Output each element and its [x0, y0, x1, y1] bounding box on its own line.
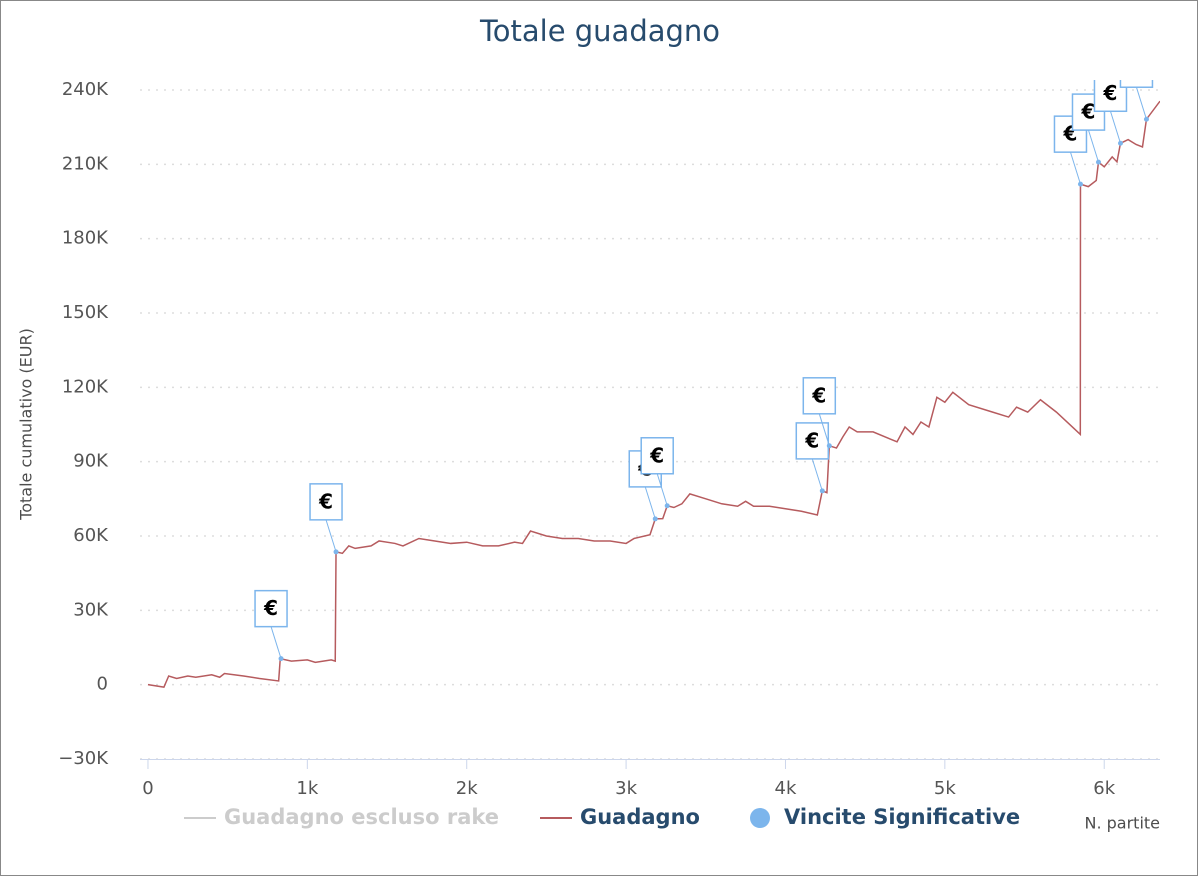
x-tick-label: 0 [142, 778, 153, 799]
flag-box [1119, 80, 1154, 88]
flag-box [795, 422, 830, 460]
flag-stem [656, 473, 668, 506]
win-point [1117, 140, 1123, 146]
win-point [1143, 116, 1149, 122]
win-point [1077, 181, 1083, 187]
chart-title: Totale guadagno [479, 14, 720, 48]
win-point [819, 488, 825, 494]
legend-swatch [750, 808, 770, 828]
flag-box [802, 377, 837, 415]
flag-label: € [1128, 57, 1143, 81]
flag-stem [644, 486, 656, 520]
y-axis-title: Totale cumulativo (EUR) [17, 328, 36, 521]
y-tick-label: 180K [62, 228, 109, 249]
y-tick-label: 0 [97, 674, 108, 695]
line-series [147, 100, 1160, 688]
legend-label[interactable]: Vincite Significative [784, 805, 1020, 829]
flag-box [254, 589, 288, 628]
y-tick-label: 60K [73, 525, 109, 546]
flag-label: € [318, 489, 333, 513]
y-tick-label: 240K [62, 79, 109, 100]
x-tick-label: 5k [934, 778, 956, 799]
win-point [333, 549, 339, 555]
flag-box [309, 483, 343, 521]
flag-label: € [811, 383, 826, 407]
flag-stem [1069, 152, 1081, 185]
x-axis-title: N. partite [1084, 814, 1160, 833]
win-point [664, 503, 670, 509]
win-point [826, 443, 832, 449]
y-tick-label: −30K [58, 748, 109, 769]
flag-stem [818, 413, 830, 446]
x-tick-label: 6k [1093, 778, 1115, 799]
y-tick-label: 90K [73, 451, 109, 472]
win-point [1095, 159, 1101, 165]
plot-area: €€€€€€€€€€ [147, 57, 1160, 688]
flag-label: € [649, 443, 664, 467]
y-tick-label: 210K [62, 153, 109, 174]
flag-label: € [1103, 81, 1118, 105]
y-tick-label: 120K [62, 376, 109, 397]
flag-stem [1135, 87, 1147, 120]
flag-box [640, 437, 674, 475]
flag-label: € [1081, 100, 1096, 124]
flag-stem [811, 458, 823, 492]
x-tick-label: 2k [456, 778, 478, 799]
flag-label: € [263, 596, 278, 620]
x-tick-label: 1k [296, 778, 318, 799]
y-tick-label: 150K [62, 302, 109, 323]
flag-stem [270, 626, 282, 659]
flag-stem [1109, 111, 1121, 144]
flag-stem [1088, 129, 1099, 163]
flag-label: € [804, 428, 819, 452]
flag-stem [325, 519, 337, 553]
x-tick-label: 4k [775, 778, 797, 799]
x-tick-label: 3k [615, 778, 637, 799]
legend-label[interactable]: Guadagno [580, 805, 700, 829]
win-point [278, 656, 284, 662]
y-tick-label: 30K [73, 599, 109, 620]
legend-label[interactable]: Guadagno escluso rake [224, 805, 499, 829]
win-point [652, 516, 658, 522]
